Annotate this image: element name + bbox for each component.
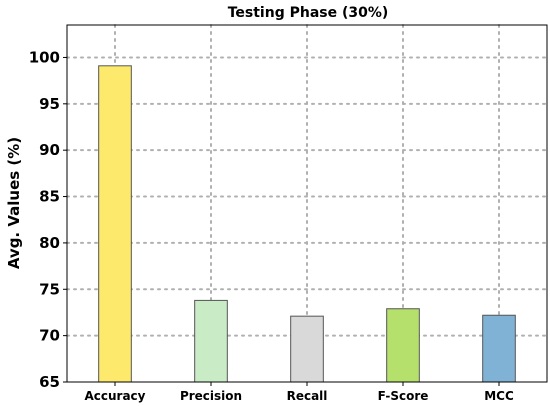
bar-precision [194,299,228,383]
y-tick-label: 80 [39,234,60,252]
x-tick-label: Accuracy [84,389,145,403]
x-tick-label: MCC [484,389,514,403]
bar-f-score [386,308,420,383]
x-tick-label: Precision [180,389,242,403]
bar-recall [290,315,324,383]
y-tick-label: 85 [39,188,60,206]
y-tick-label: 65 [39,373,60,391]
y-tick-label: 70 [39,327,60,345]
grid-lines [66,24,548,383]
bar-mcc [482,314,516,383]
x-tick-label: Recall [287,389,328,403]
x-tick-label: F-Score [378,389,429,403]
axes: 65 70 75 80 85 90 95 100 Accuracy Precision Recall… [29,48,514,403]
y-tick-label: 90 [39,141,60,159]
chart-title: Testing Phase (30%) [228,5,389,21]
y-tick-label: 95 [39,95,60,113]
y-tick-label: 100 [29,48,60,66]
bar-accuracy [98,65,132,383]
y-axis-label: Avg. Values (%) [5,137,23,269]
plot-frame [66,24,548,383]
y-tick-label: 75 [39,280,60,298]
